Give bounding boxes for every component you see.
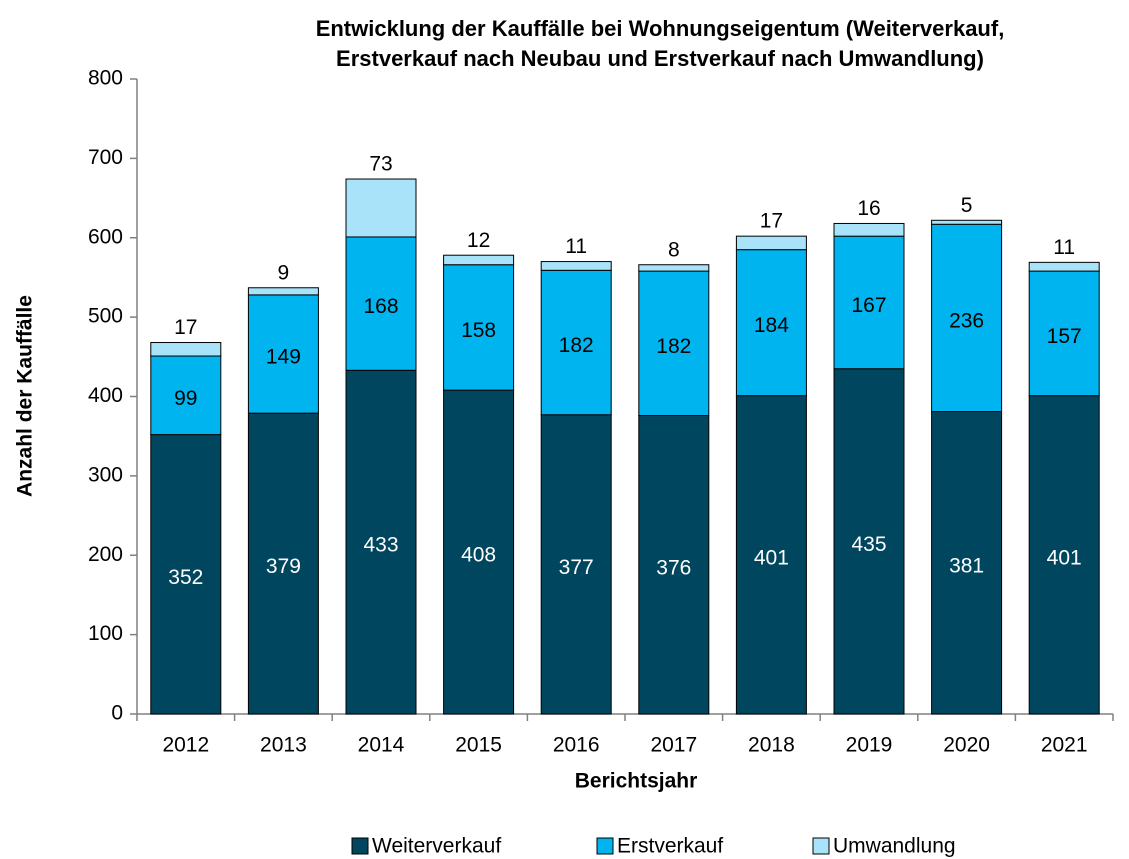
y-tick-label: 500 — [88, 305, 123, 328]
x-tick-label: 2016 — [553, 734, 600, 757]
x-tick-label: 2018 — [748, 734, 795, 757]
bar-segment — [638, 415, 710, 715]
chart-title: Entwicklung der Kauffälle bei Wohnungsei… — [316, 16, 1005, 41]
chart-title: Erstverkauf nach Neubau und Erstverkauf … — [336, 46, 984, 71]
x-tick-label: 2020 — [943, 734, 990, 757]
data-label: 435 — [851, 533, 886, 556]
x-tick-label: 2013 — [260, 734, 307, 757]
data-label: 17 — [174, 316, 197, 339]
bar-segment — [735, 395, 807, 715]
bar-segment — [150, 355, 222, 436]
bar-segment — [345, 236, 417, 371]
x-axis-title: Berichtsjahr — [575, 770, 698, 793]
y-axis-title: Anzahl der Kauffälle — [14, 295, 37, 497]
data-label: 401 — [754, 546, 789, 569]
bar-segment — [443, 254, 515, 266]
data-label: 73 — [369, 153, 392, 176]
bar-segment — [540, 269, 612, 416]
data-label: 401 — [1047, 546, 1082, 569]
data-label: 11 — [565, 235, 587, 258]
x-tick-label: 2019 — [846, 734, 893, 757]
data-label: 408 — [461, 544, 496, 567]
y-tick-label: 100 — [88, 622, 123, 645]
legend-label: Weiterverkauf — [372, 835, 501, 858]
bar-segment — [247, 412, 319, 715]
x-tick-label: 2014 — [358, 734, 405, 757]
data-label: 167 — [851, 294, 886, 317]
data-label: 158 — [461, 319, 496, 342]
bar-segment — [638, 270, 710, 417]
x-tick-label: 2012 — [162, 734, 209, 757]
data-label: 433 — [363, 534, 398, 557]
y-tick-label: 300 — [88, 463, 123, 486]
bar-segment — [833, 235, 905, 370]
data-label: 8 — [668, 238, 680, 261]
legend-swatch — [812, 837, 830, 855]
data-label: 17 — [760, 210, 783, 233]
data-label: 376 — [656, 556, 691, 579]
bar-segment — [638, 264, 710, 272]
bar-segment — [345, 369, 417, 715]
data-label: 9 — [278, 261, 290, 284]
data-label: 182 — [559, 334, 594, 357]
legend-swatch — [351, 837, 369, 855]
bar-segment — [735, 249, 807, 397]
data-label: 149 — [266, 346, 301, 369]
bar-segment — [1028, 395, 1100, 715]
data-label: 352 — [168, 566, 203, 589]
data-label: 184 — [754, 314, 789, 337]
y-tick-label: 700 — [88, 146, 123, 169]
data-label: 379 — [266, 555, 301, 578]
data-label: 11 — [1053, 236, 1075, 259]
bar-segment — [1028, 261, 1100, 272]
y-tick-label: 400 — [88, 384, 123, 407]
data-label: 236 — [949, 309, 984, 332]
bar-segment — [150, 434, 222, 715]
bar-segment — [735, 235, 807, 251]
bar-segment — [1028, 270, 1100, 397]
y-tick-label: 0 — [111, 702, 123, 725]
bar-segment — [345, 178, 417, 238]
x-tick-label: 2017 — [650, 734, 697, 757]
data-label: 168 — [363, 295, 398, 318]
bar-segment — [931, 219, 1003, 225]
data-label: 182 — [656, 335, 691, 358]
data-label: 5 — [961, 194, 973, 217]
bar-segment — [931, 411, 1003, 715]
bar-segment — [540, 261, 612, 271]
data-label: 16 — [857, 197, 880, 220]
legend-swatch — [596, 837, 614, 855]
bar-segment — [833, 368, 905, 715]
y-tick-label: 800 — [88, 67, 123, 90]
bar-segment — [443, 389, 515, 715]
y-tick-label: 200 — [88, 543, 123, 566]
data-label: 157 — [1047, 325, 1082, 348]
bar-segment — [540, 414, 612, 715]
legend-label: Erstverkauf — [617, 835, 723, 858]
data-label: 12 — [467, 229, 490, 252]
bar-segment — [931, 223, 1003, 413]
y-tick-label: 600 — [88, 225, 123, 248]
data-label: 381 — [949, 554, 984, 577]
data-label: 377 — [559, 556, 594, 579]
bar-segment — [833, 222, 905, 237]
x-tick-label: 2021 — [1041, 734, 1088, 757]
data-label: 99 — [174, 387, 197, 410]
legend-label: Umwandlung — [833, 835, 956, 858]
x-tick-label: 2015 — [455, 734, 502, 757]
bar-segment — [150, 342, 222, 357]
bar-segment — [247, 287, 319, 296]
